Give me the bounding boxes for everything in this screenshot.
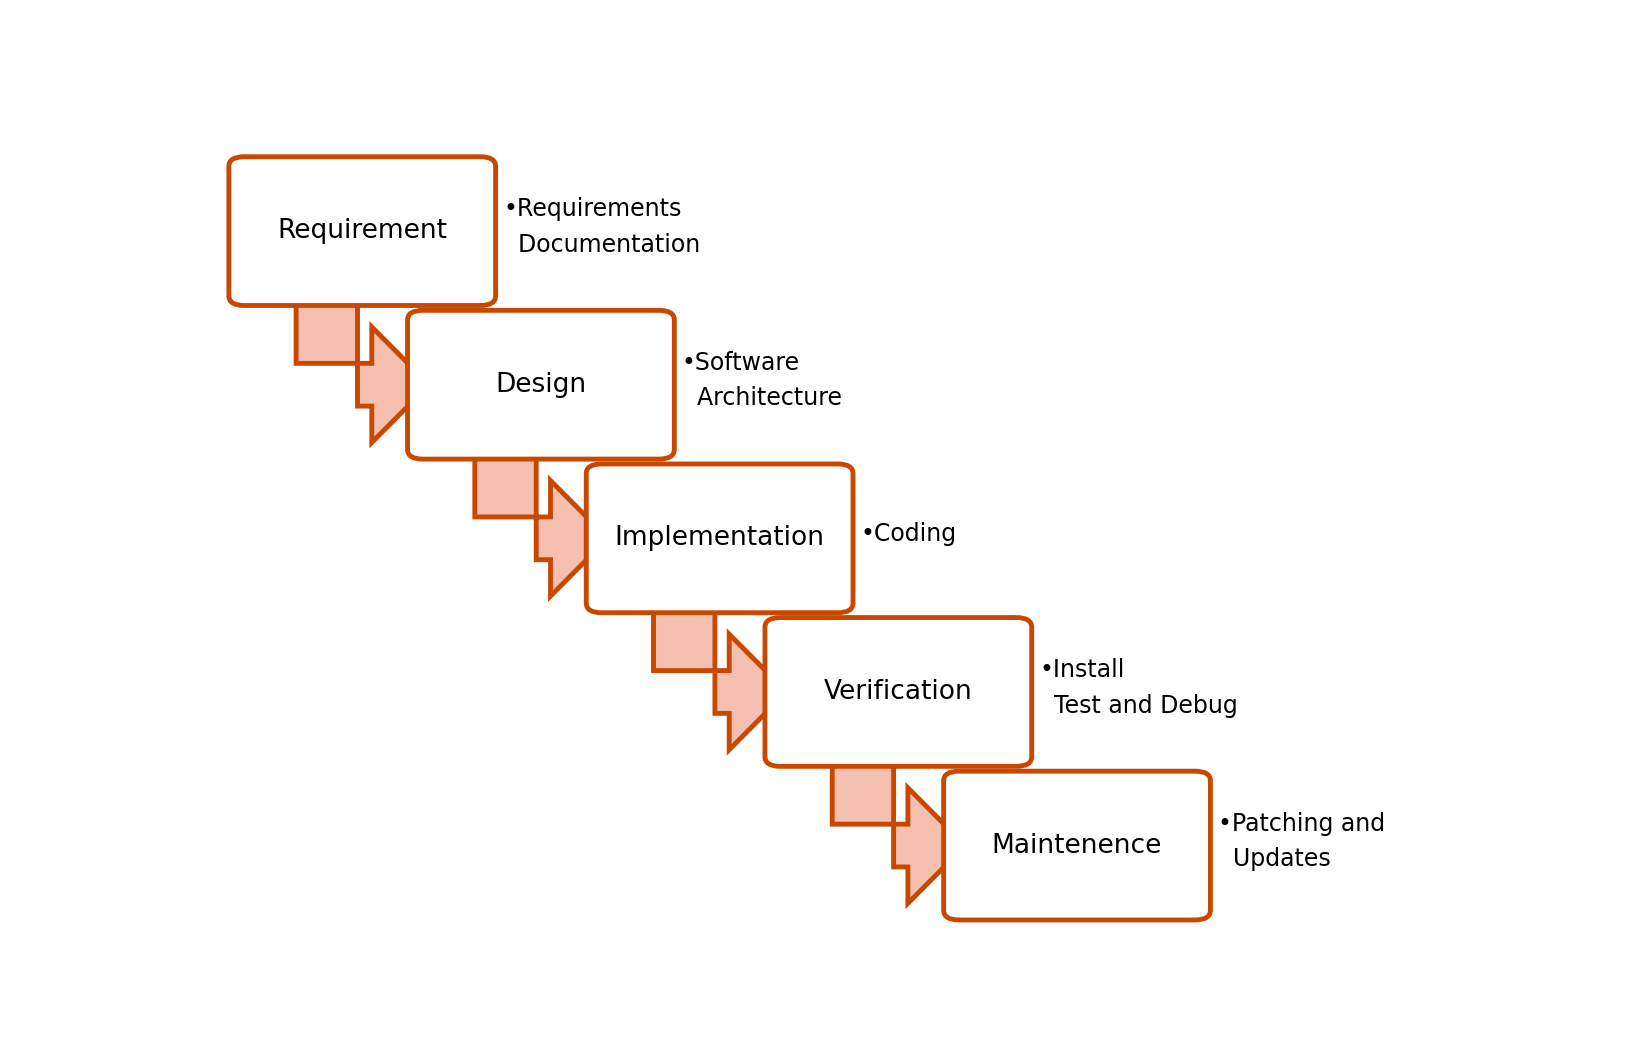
Polygon shape	[832, 757, 965, 903]
Polygon shape	[474, 449, 608, 596]
Text: •Requirements
  Documentation: •Requirements Documentation	[504, 197, 700, 257]
Text: Verification: Verification	[824, 679, 973, 705]
FancyBboxPatch shape	[586, 464, 853, 613]
FancyBboxPatch shape	[764, 617, 1031, 766]
Text: Maintenence: Maintenence	[991, 833, 1163, 859]
Text: Requirement: Requirement	[277, 218, 448, 244]
Text: •Patching and
  Updates: •Patching and Updates	[1219, 812, 1385, 871]
FancyBboxPatch shape	[944, 771, 1211, 920]
Polygon shape	[654, 603, 787, 750]
Text: •Software
  Architecture: •Software Architecture	[682, 351, 842, 411]
FancyBboxPatch shape	[407, 311, 674, 459]
FancyBboxPatch shape	[229, 156, 496, 306]
Text: Implementation: Implementation	[614, 525, 825, 551]
Text: •Coding: •Coding	[861, 522, 957, 546]
Polygon shape	[296, 296, 430, 442]
Text: Design: Design	[496, 372, 586, 398]
Text: •Install
  Test and Debug: •Install Test and Debug	[1039, 658, 1239, 717]
